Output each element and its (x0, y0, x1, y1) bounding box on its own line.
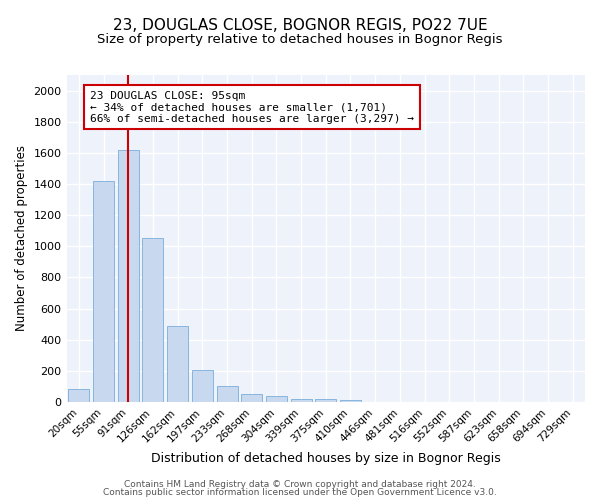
Text: Size of property relative to detached houses in Bognor Regis: Size of property relative to detached ho… (97, 32, 503, 46)
Bar (315, 399, 336, 402)
Bar (167, 326, 188, 402)
Text: Contains public sector information licensed under the Open Government Licence v3: Contains public sector information licen… (103, 488, 497, 497)
Bar (118, 150, 139, 402)
Bar (290, 398, 311, 402)
Bar (192, 370, 213, 402)
Y-axis label: Number of detached properties: Number of detached properties (15, 146, 28, 332)
Bar (266, 396, 287, 402)
Bar (68, 390, 89, 402)
Text: 23, DOUGLAS CLOSE, BOGNOR REGIS, PO22 7UE: 23, DOUGLAS CLOSE, BOGNOR REGIS, PO22 7U… (113, 18, 487, 32)
Bar (93, 181, 114, 402)
X-axis label: Distribution of detached houses by size in Bognor Regis: Distribution of detached houses by size … (151, 452, 500, 465)
Bar (340, 400, 361, 402)
Text: 23 DOUGLAS CLOSE: 95sqm
← 34% of detached houses are smaller (1,701)
66% of semi: 23 DOUGLAS CLOSE: 95sqm ← 34% of detache… (90, 90, 414, 124)
Text: Contains HM Land Registry data © Crown copyright and database right 2024.: Contains HM Land Registry data © Crown c… (124, 480, 476, 489)
Bar (241, 394, 262, 402)
Bar (217, 386, 238, 402)
Bar (142, 238, 163, 402)
